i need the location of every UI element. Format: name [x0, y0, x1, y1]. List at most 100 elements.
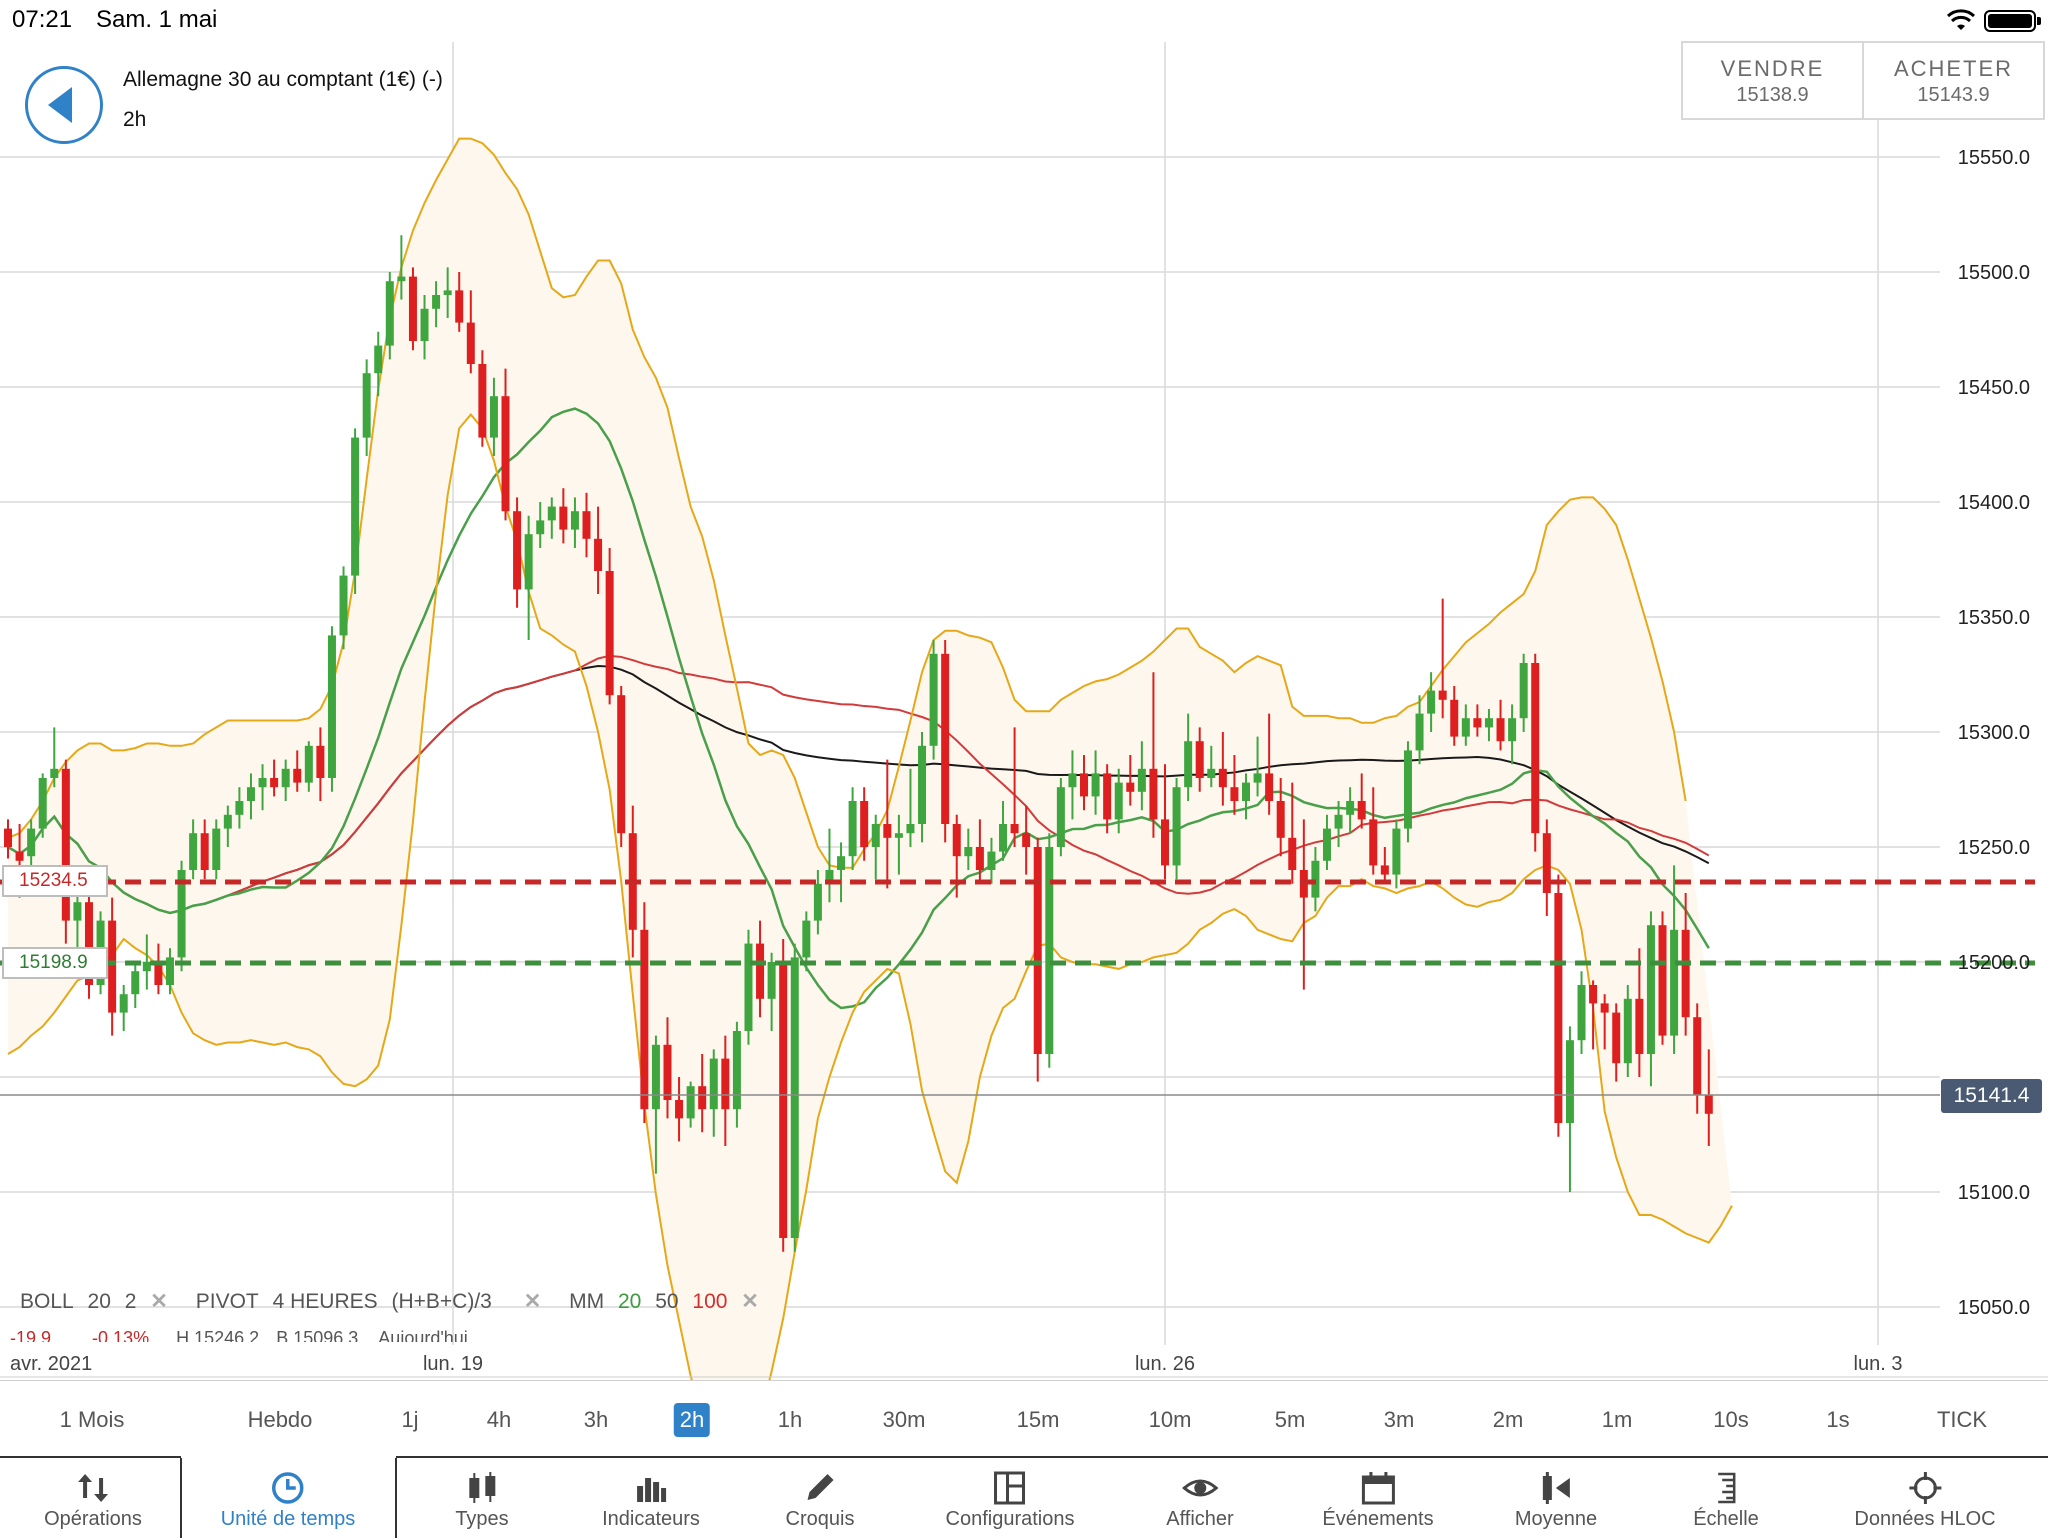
candle-body — [1311, 860, 1320, 898]
timeframe-1h[interactable]: 1h — [777, 1407, 803, 1432]
y-tick-label: 15250.0 — [1958, 837, 2030, 859]
remove-boll-icon[interactable]: ✕ — [150, 1290, 168, 1313]
candle-body — [1045, 847, 1054, 1054]
candle-body — [802, 920, 811, 958]
candle-body — [478, 364, 487, 438]
candle — [61, 759, 70, 944]
candle-body — [385, 281, 394, 346]
candle — [1322, 814, 1331, 870]
candle — [605, 548, 614, 705]
toolbar-layout-button[interactable]: Configurations — [946, 1458, 1074, 1538]
candle-body — [1357, 801, 1366, 820]
timeframe-3h[interactable]: 3h — [583, 1407, 609, 1432]
timeframe-tick[interactable]: TICK — [1936, 1407, 1988, 1432]
candle — [27, 819, 36, 870]
timeframe-1-mois[interactable]: 1 Mois — [59, 1407, 125, 1432]
up-down-arrows-icon — [78, 1474, 108, 1502]
candle-body — [1241, 782, 1250, 801]
candle — [1589, 980, 1598, 1050]
candle — [304, 741, 313, 792]
candle — [1496, 699, 1505, 751]
green-level-label[interactable]: 15198.9 — [2, 947, 108, 979]
pivot-formula: (H+B+C)/3 — [391, 1290, 492, 1313]
candle — [1623, 985, 1632, 1077]
candle-body — [1103, 773, 1112, 820]
candle-body — [1542, 833, 1551, 893]
mm-name[interactable]: MM — [569, 1290, 605, 1313]
remove-pivot-icon[interactable]: ✕ — [523, 1290, 542, 1313]
toolbar-calendar-button[interactable]: Événements — [1322, 1458, 1434, 1538]
x-axis-month: avr. 2021 — [10, 1353, 92, 1375]
quote-panel: VENDRE 15138.9 ACHETER 15143.9 — [1681, 41, 2045, 120]
toolbar-label: Croquis — [785, 1508, 855, 1530]
timeframe-10s[interactable]: 10s — [1713, 1407, 1749, 1432]
candle — [1230, 755, 1239, 815]
candle — [1357, 773, 1366, 829]
active-tab-background — [181, 1456, 396, 1536]
average-icon — [1543, 1472, 1570, 1504]
candle-body — [1126, 782, 1135, 792]
back-button[interactable] — [25, 66, 103, 144]
candle-body — [1415, 713, 1424, 751]
toolbar-candlestick-button[interactable]: Types — [455, 1458, 509, 1538]
candle — [235, 787, 244, 829]
candle-body — [698, 1086, 707, 1110]
toolbar-label: Données HLOC — [1854, 1508, 1996, 1530]
candle-body — [605, 571, 614, 696]
pivot-name[interactable]: PIVOT — [195, 1290, 259, 1313]
timeframe-15m[interactable]: 15m — [1016, 1407, 1060, 1432]
timeframe-3m[interactable]: 3m — [1383, 1407, 1415, 1432]
candle-body — [1056, 787, 1065, 847]
timeframe-2m[interactable]: 2m — [1492, 1407, 1524, 1432]
candle — [559, 488, 568, 544]
scale-icon — [1717, 1472, 1736, 1504]
toolbar-crosshair-button[interactable]: Données HLOC — [1854, 1458, 1996, 1538]
candle-body — [316, 745, 325, 778]
timeframe-hebdo[interactable]: Hebdo — [247, 1407, 313, 1432]
boll-period: 20 — [87, 1290, 111, 1313]
remove-mm-icon[interactable]: ✕ — [741, 1290, 759, 1313]
price-chart[interactable]: 15550.0 15500.0 15450.0 15400.0 15350.0 15300… — [0, 0, 2048, 1380]
toolbar-clock-button[interactable]: Unité de temps — [221, 1458, 355, 1538]
timeframe-2h[interactable]: 2h — [673, 1403, 711, 1437]
x-axis-tick-3: lun. 3 — [1854, 1353, 1903, 1375]
toolbar-average-button[interactable]: Moyenne — [1515, 1458, 1597, 1538]
toolbar-pencil-button[interactable]: Croquis — [785, 1458, 855, 1538]
stats-change: -19.9 — [10, 1328, 52, 1342]
timeframe-1j[interactable]: 1j — [401, 1407, 419, 1432]
instrument-title: Allemagne 30 au comptant (1€) (-) — [123, 68, 443, 91]
candle — [1195, 727, 1204, 792]
timeframe-5m[interactable]: 5m — [1274, 1407, 1306, 1432]
boll-name[interactable]: BOLL — [20, 1290, 74, 1313]
candle — [374, 331, 383, 397]
boll-deviation: 2 — [124, 1290, 137, 1313]
last-price-badge: 15141.4 — [1941, 1079, 2042, 1113]
timeframe-1s[interactable]: 1s — [1826, 1407, 1850, 1432]
timeframe-10m[interactable]: 10m — [1148, 1407, 1192, 1432]
candle — [316, 727, 325, 801]
red-level-label[interactable]: 15234.5 — [2, 865, 108, 897]
clock-icon — [272, 1472, 304, 1504]
calendar-icon — [1361, 1472, 1395, 1505]
timeframe-30m[interactable]: 30m — [882, 1407, 926, 1432]
toolbar-scale-button[interactable]: Échelle — [1693, 1458, 1759, 1538]
toolbar-up-down-arrows-button[interactable]: Opérations — [44, 1458, 142, 1538]
toolbar-bar-chart-button[interactable]: Indicateurs — [602, 1458, 700, 1538]
candle — [108, 897, 117, 1036]
candle — [339, 566, 348, 650]
buy-button[interactable]: ACHETER 15143.9 — [1862, 43, 2043, 118]
candle — [270, 759, 279, 797]
timeframe-4h[interactable]: 4h — [486, 1407, 512, 1432]
toolbar-eye-button[interactable]: Afficher — [1166, 1458, 1234, 1538]
candle — [1114, 768, 1123, 834]
stats-line: -19.9 -0.13% H 15246.2 B 15096.3 Aujourd… — [10, 1328, 468, 1342]
sell-button[interactable]: VENDRE 15138.9 — [1683, 43, 1862, 118]
candle-body — [1346, 801, 1355, 815]
candle — [721, 1035, 730, 1146]
timeframe-1m[interactable]: 1m — [1601, 1407, 1633, 1432]
candle — [825, 828, 834, 903]
candle — [501, 368, 510, 521]
candle — [1473, 704, 1482, 737]
candle — [1346, 787, 1355, 834]
candle — [1161, 764, 1169, 880]
